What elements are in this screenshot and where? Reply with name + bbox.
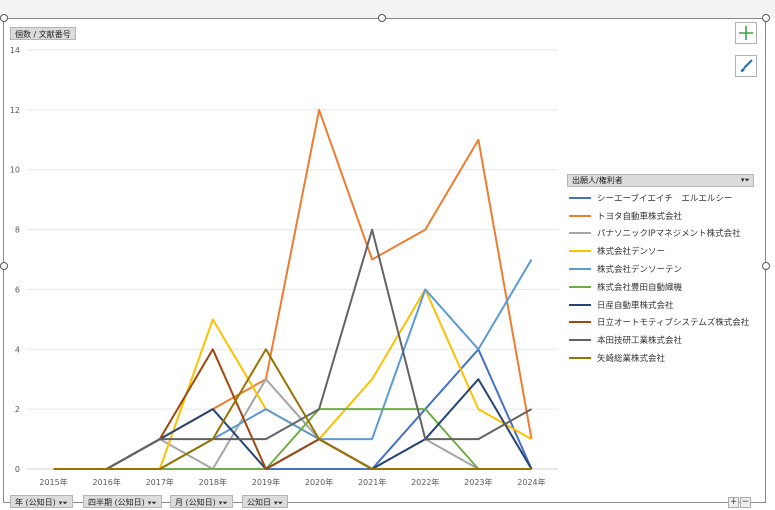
legend-entry[interactable]: パナソニックIPマネジメント株式会社: [569, 225, 769, 243]
legend-swatch: [569, 321, 591, 324]
y-tick-label: 14: [10, 46, 20, 55]
legend-label: シーエーブイエイチ エルエルシー: [597, 193, 733, 204]
expand-collapse-controls: + −: [727, 497, 751, 508]
x-tick-label: 2020年: [305, 477, 333, 487]
legend-swatch: [569, 303, 591, 306]
x-tick-label: 2017年: [146, 477, 174, 487]
legend-field-label: 出願人/権利者: [572, 176, 623, 185]
legend-swatch: [569, 250, 591, 253]
brush-icon: [740, 59, 753, 72]
axis-field-button-month[interactable]: 月 (公知日) ▾⏷: [170, 495, 233, 508]
y-tick-label: 12: [10, 106, 20, 115]
resize-handle-middle-right[interactable]: [762, 262, 770, 270]
chart-style-button[interactable]: [735, 55, 757, 77]
expand-button[interactable]: +: [728, 497, 739, 508]
resize-handle-middle-left[interactable]: [0, 262, 8, 270]
legend: シーエーブイエイチ エルエルシー トヨタ自動車株式会社パナソニックIPマネジメント…: [569, 189, 769, 367]
axis-field-button-quarter[interactable]: 四半期 (公知日) ▾⏷: [83, 495, 162, 508]
resize-handle-top-center[interactable]: [378, 14, 386, 22]
y-tick-label: 4: [15, 345, 20, 354]
filter-icon: ▾⏷: [147, 499, 157, 507]
legend-swatch: [569, 268, 591, 271]
legend-entry[interactable]: 日産自動車株式会社: [569, 296, 769, 314]
value-field-label: 個数 / 文献番号: [15, 30, 71, 39]
legend-label: 矢崎総業株式会社: [597, 354, 666, 365]
legend-entry[interactable]: 日立オートモティブシステムズ株式会社: [569, 314, 769, 332]
filter-icon: ▾⏷: [274, 499, 284, 507]
legend-entry[interactable]: 株式会社デンソーテン: [569, 260, 769, 278]
x-tick-label: 2024年: [517, 477, 545, 487]
legend-entry[interactable]: 株式会社豊田自動織機: [569, 278, 769, 296]
series-line-8[interactable]: [53, 228, 532, 470]
series-line-9[interactable]: [53, 348, 532, 470]
legend-entry[interactable]: 矢崎総業株式会社: [569, 349, 769, 367]
y-tick-label: 2: [15, 405, 20, 414]
x-tick-label: 2016年: [92, 477, 120, 487]
legend-label: 株式会社デンソー: [597, 247, 666, 258]
add-chart-element-button[interactable]: [735, 22, 757, 44]
legend-entry[interactable]: シーエーブイエイチ エルエルシー: [569, 189, 769, 207]
legend-field-button[interactable]: 出願人/権利者 ▾⏷: [567, 174, 754, 187]
legend-label: トヨタ自動車株式会社: [597, 211, 683, 222]
resize-handle-top-right[interactable]: [762, 14, 770, 22]
top-strip: [0, 0, 775, 18]
axis-field-button-date[interactable]: 公知日 ▾⏷: [242, 495, 289, 508]
y-tick-label: 0: [15, 465, 20, 474]
x-tick-label: 2019年: [252, 477, 280, 487]
y-tick-label: 10: [10, 166, 20, 175]
legend-swatch: [569, 196, 591, 199]
legend-entry[interactable]: 本田技研工業株式会社: [569, 331, 769, 349]
x-tick-label: 2015年: [39, 477, 67, 487]
x-tick-label: 2023年: [464, 477, 492, 487]
chart-area[interactable]: [3, 18, 766, 503]
y-tick-label: 8: [15, 226, 20, 235]
value-field-button[interactable]: 個数 / 文献番号: [10, 27, 76, 40]
legend-label: 本田技研工業株式会社: [597, 336, 683, 347]
filter-icon: ▾⏷: [740, 176, 750, 184]
legend-swatch: [569, 214, 591, 217]
legend-label: 日立オートモティブシステムズ株式会社: [597, 318, 750, 329]
x-tick-label: 2018年: [199, 477, 227, 487]
legend-label: 株式会社デンソーテン: [597, 265, 683, 276]
x-tick-label: 2021年: [358, 477, 386, 487]
legend-swatch: [569, 232, 591, 235]
legend-swatch: [569, 339, 591, 342]
filter-icon: ▾⏷: [58, 499, 68, 507]
legend-swatch: [569, 285, 591, 288]
legend-label: パナソニックIPマネジメント株式会社: [597, 229, 741, 240]
x-tick-label: 2022年: [411, 477, 439, 487]
plus-icon: [739, 26, 753, 40]
axis-field-button-year[interactable]: 年 (公知日) ▾⏷: [10, 495, 73, 508]
legend-label: 株式会社豊田自動織機: [597, 282, 683, 293]
series-line-3[interactable]: [53, 288, 532, 470]
resize-handle-top-left[interactable]: [0, 14, 8, 22]
y-tick-label: 6: [15, 285, 20, 294]
legend-swatch: [569, 357, 591, 360]
filter-icon: ▾⏷: [218, 499, 228, 507]
legend-entry[interactable]: トヨタ自動車株式会社: [569, 207, 769, 225]
legend-label: 日産自動車株式会社: [597, 300, 674, 311]
legend-entry[interactable]: 株式会社デンソー: [569, 242, 769, 260]
collapse-button[interactable]: −: [740, 497, 751, 508]
